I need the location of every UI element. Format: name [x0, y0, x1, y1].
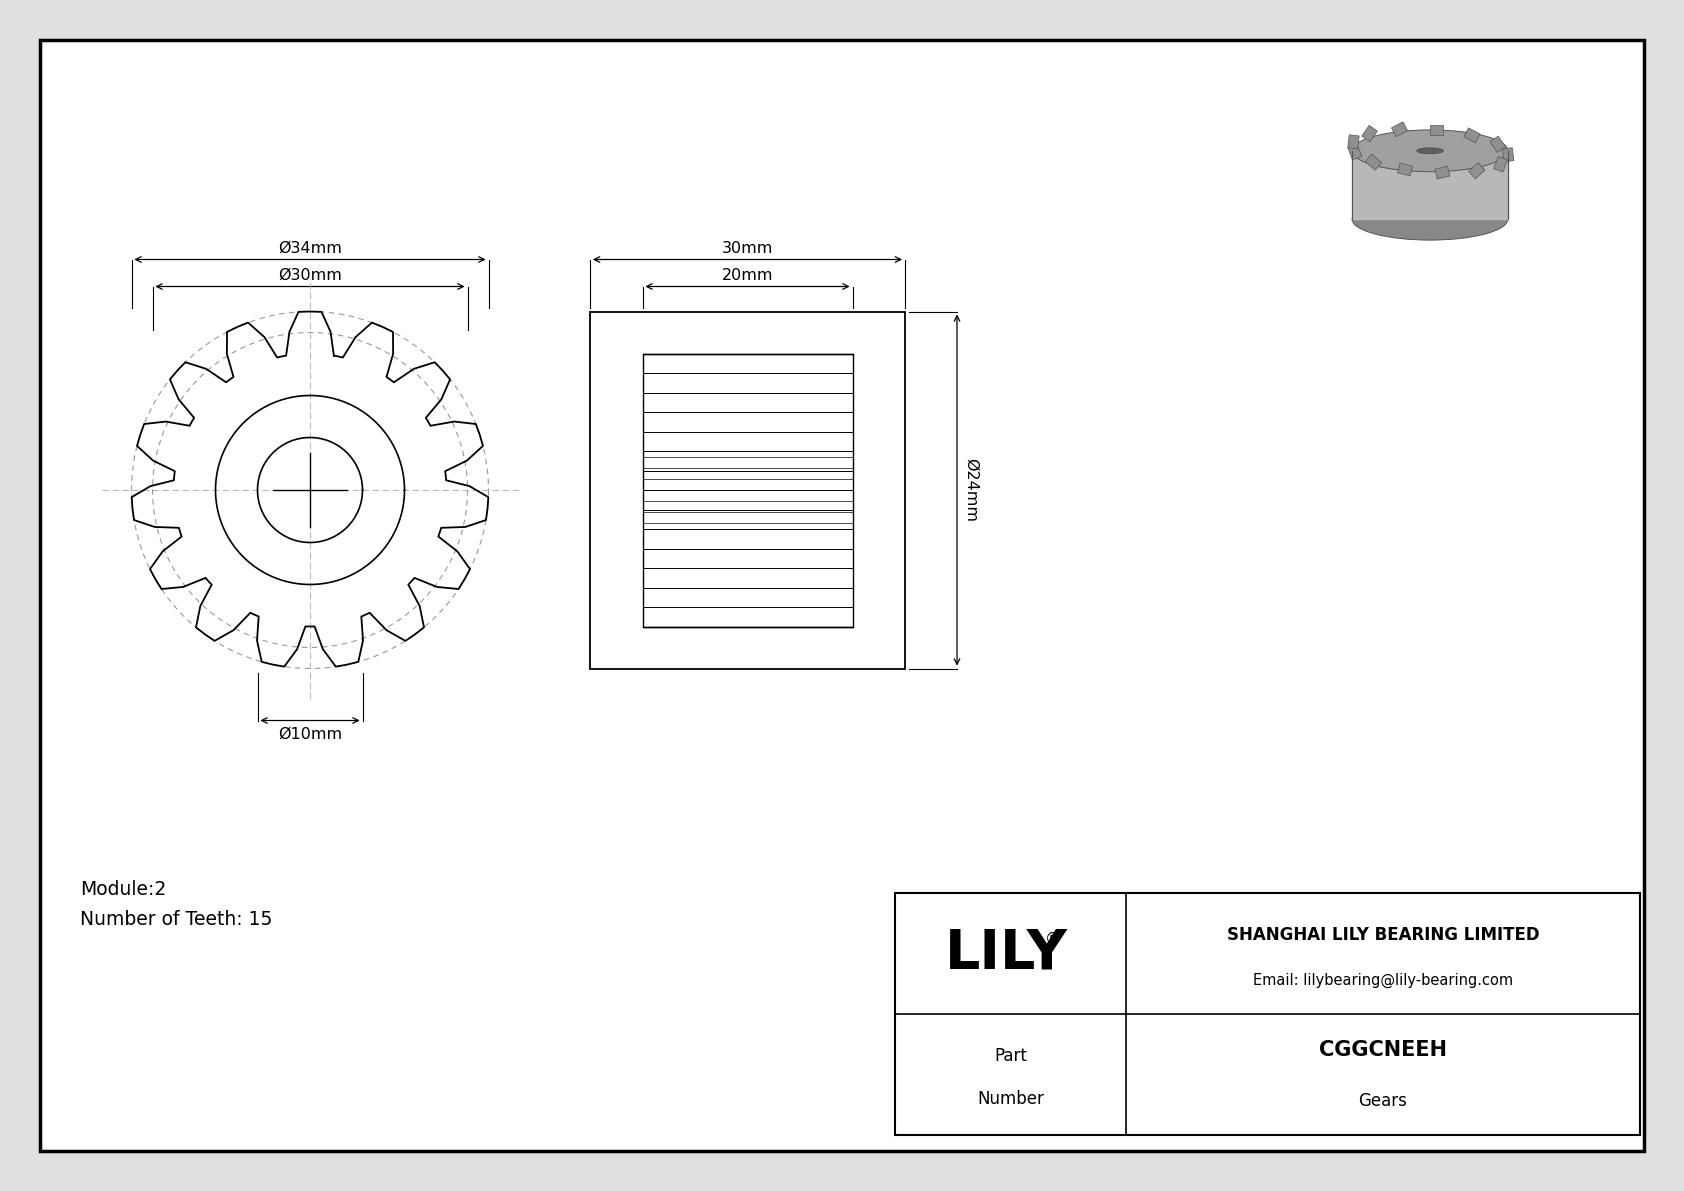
Polygon shape [1435, 167, 1450, 179]
Bar [894, 893, 1640, 1135]
Polygon shape [1463, 127, 1480, 143]
Polygon shape [1490, 136, 1505, 152]
Text: Module:2: Module:2 [81, 880, 167, 899]
Polygon shape [1430, 125, 1443, 135]
Text: 30mm: 30mm [722, 241, 773, 256]
Polygon shape [1494, 156, 1507, 173]
Text: LILY: LILY [945, 927, 1068, 980]
Polygon shape [1366, 154, 1381, 170]
Text: Number of Teeth: 15: Number of Teeth: 15 [81, 910, 273, 929]
Text: CGGCNEEH: CGGCNEEH [1319, 1040, 1447, 1060]
Text: Number: Number [977, 1090, 1044, 1108]
Polygon shape [1391, 121, 1408, 137]
Bar [589, 312, 904, 668]
Polygon shape [1347, 135, 1359, 149]
Text: Ø24mm: Ø24mm [963, 459, 978, 522]
Text: Ø34mm: Ø34mm [278, 241, 342, 256]
Ellipse shape [1352, 130, 1507, 172]
Polygon shape [1352, 151, 1507, 219]
Ellipse shape [1416, 148, 1443, 154]
Text: ®: ® [1044, 933, 1061, 947]
Text: 20mm: 20mm [722, 268, 773, 283]
Polygon shape [1362, 125, 1378, 142]
Text: Gears: Gears [1359, 1092, 1408, 1110]
Bar [643, 354, 852, 626]
Text: Part: Part [994, 1047, 1027, 1066]
Text: Ø30mm: Ø30mm [278, 268, 342, 283]
Text: Email: lilybearing@lily-bearing.com: Email: lilybearing@lily-bearing.com [1253, 973, 1512, 987]
Polygon shape [1398, 163, 1413, 176]
Polygon shape [1468, 163, 1485, 179]
Polygon shape [1347, 144, 1362, 160]
Polygon shape [1502, 148, 1514, 162]
Text: Ø10mm: Ø10mm [278, 727, 342, 742]
Ellipse shape [1352, 198, 1507, 241]
Text: SHANGHAI LILY BEARING LIMITED: SHANGHAI LILY BEARING LIMITED [1226, 927, 1539, 944]
